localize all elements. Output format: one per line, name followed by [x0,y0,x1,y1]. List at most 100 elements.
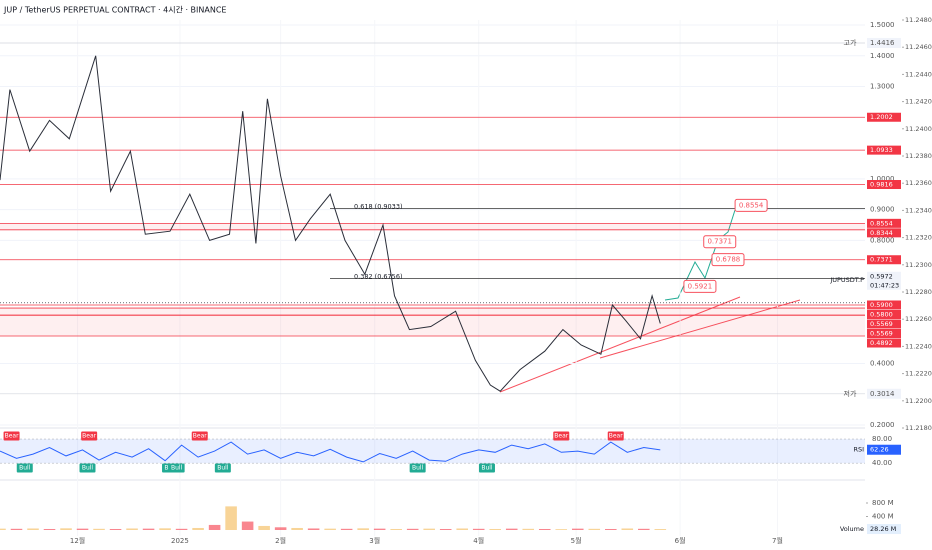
volume-bar [638,528,650,530]
level-label: 0.5972 [870,272,893,280]
signal-label: Bull [19,465,31,472]
y2-tick-label: 11.2220 [905,370,932,378]
x-tick-label: 5월 [571,536,582,545]
y-tick-label: 1.4000 [870,52,895,60]
level-label-box [867,338,901,348]
target-label: 0.7371 [707,238,732,246]
rsi-current-label: 62.26 [870,446,889,454]
volume-bar [621,528,634,530]
volume-bar [159,528,171,530]
low-label: 0.3014 [870,390,895,398]
volume-name: Volume [840,525,864,533]
volume-bar [588,528,601,530]
y2-tick-label: 11.2180 [905,424,932,432]
y2-tick-label: 11.2300 [905,261,932,269]
rsi-tick-label: 80.00 [872,435,892,443]
volume-bar [390,528,402,530]
level-label-box [867,145,901,155]
volume-bar [324,528,336,530]
target-box [734,198,768,212]
signal-label: Bull [412,465,424,472]
signal-box [168,463,185,473]
target-box [683,279,717,293]
signal-label: Bull [82,465,94,472]
level-label-box [867,218,901,228]
signal-label: Bull [481,465,493,472]
level-label-box [867,112,901,122]
x-tick-label: 12월 [70,536,85,545]
x-tick-label: 2025 [171,537,189,545]
volume-bar [456,528,468,530]
volume-bar [192,527,204,530]
level-label-box [867,329,901,338]
signal-box [409,463,426,473]
rsi-band [0,439,865,464]
volume-bar [538,528,551,530]
volume-bar [0,528,6,530]
y-tick-label: 0.9000 [870,206,895,214]
level-band [0,223,865,230]
volume-bar [76,528,89,530]
volume-bar [373,528,386,530]
volume-bar [43,528,56,530]
x-tick-label: 6월 [675,536,686,545]
high-label: 1.4416 [870,39,895,47]
level-label-box [867,255,901,265]
x-tick-label: 4월 [473,536,484,545]
signal-label: Bull [171,465,183,472]
volume-bar [406,528,419,530]
level-label: 01:47:23 [870,281,899,289]
level-label: 0.5900 [870,301,893,309]
y2-tick-label: 11.2480 [905,16,932,24]
level-label-box [867,319,901,329]
volume-bar [357,528,369,530]
level-label: 0.9816 [870,181,893,189]
y2-tick-label: 11.2260 [905,315,932,323]
level-label: 0.7371 [870,256,893,264]
y2-tick-label: 11.2340 [905,206,932,214]
volume-bar [555,529,568,530]
volume-bar [423,528,435,530]
signal-box [16,463,33,473]
volume-bar [307,528,320,530]
y2-tick-label: 11.2420 [905,98,932,106]
rsi-name: RSI [853,446,864,454]
signal-box [191,431,208,441]
signal-label: Bear [5,433,19,440]
volume-bar [340,528,353,530]
low-name: 저가 [844,389,857,398]
y-tick-label: 0.2000 [870,421,895,429]
projection-path [664,209,736,301]
volume-bar [489,528,502,530]
y2-tick-label: 11.2460 [905,43,932,51]
level-label-box [867,271,901,290]
rsi-current-box [867,444,901,455]
y-tick-label: 0.4000 [870,359,895,367]
level-label: 0.5800 [870,311,893,319]
high-name: 고가 [844,38,857,47]
level-label: 0.8344 [870,229,893,237]
volume-current-label: 28.26 M [870,525,896,533]
high-box [867,37,901,48]
signal-box [81,431,98,441]
volume-bar [439,528,452,530]
volume-bar [258,525,270,530]
signal-box [553,431,570,441]
target-label: 0.6788 [716,256,741,264]
fib-label: 0.618 (0.9033) [354,203,403,211]
rsi-tick-label: 40.00 [872,459,892,467]
y2-tick-label: 11.2240 [905,342,932,350]
y2-tick-label: 11.2360 [905,179,932,187]
level-label-box [867,300,901,310]
volume-bar [472,528,485,530]
y2-tick-label: 11.2320 [905,234,932,242]
volume-bar [522,528,535,530]
signal-box [607,431,624,441]
volume-bar [10,528,23,530]
level-label-box [867,180,901,190]
target-box [711,253,745,267]
level-label: 0.4892 [870,339,893,347]
volume-bar [60,528,72,530]
